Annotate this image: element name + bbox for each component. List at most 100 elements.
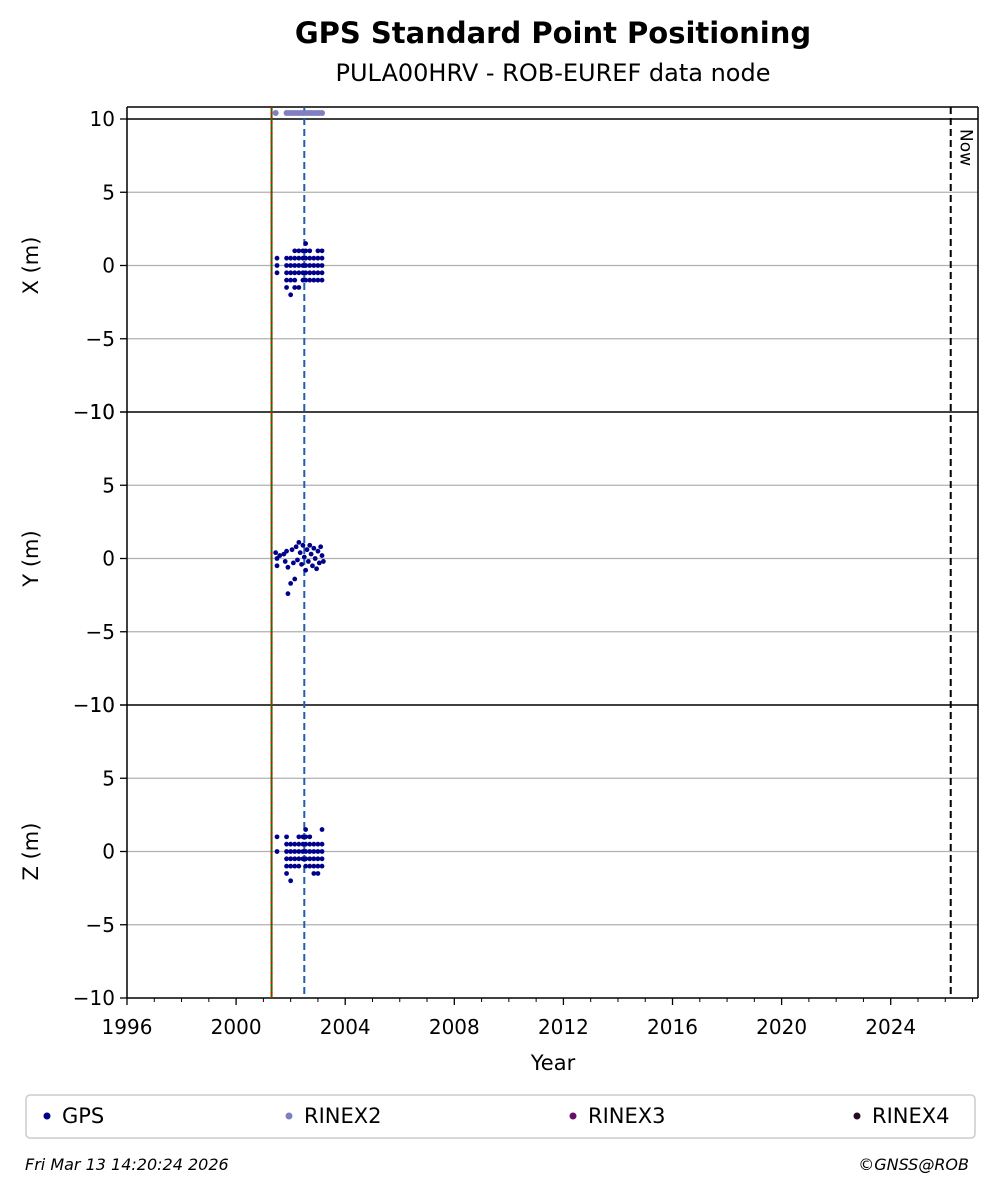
gps-point-x (315, 248, 321, 254)
y-tick-label-y: 0 (102, 547, 115, 571)
gps-point-x (288, 292, 294, 298)
gps-point-x (288, 277, 294, 283)
x-tick-label: 2016 (647, 1015, 698, 1039)
gps-point-x (303, 270, 309, 276)
gps-point-x (311, 277, 317, 283)
legend-marker-rinex4 (853, 1112, 861, 1120)
gps-point-z (315, 856, 321, 862)
gps-point-y (305, 559, 311, 564)
gps-point-z (292, 849, 298, 854)
gps-point-x (274, 255, 280, 261)
y-tick-label-y: 10 (90, 400, 115, 424)
chart-subtitle: PULA00HRV - ROB-EUREF data node (336, 59, 771, 87)
rinex2-point (272, 110, 279, 116)
gps-point-y (284, 548, 289, 554)
y-tick-label-x: 10 (90, 107, 115, 131)
gps-point-z (296, 856, 302, 862)
gps-point-z (284, 841, 289, 847)
gps-point-x (296, 285, 302, 290)
gps-point-y (303, 567, 309, 573)
y-tick-label-z: −10 (73, 986, 115, 1010)
gps-point-z (307, 834, 313, 840)
gps-point-x (292, 270, 298, 276)
x-tick-label: 2004 (320, 1015, 371, 1039)
gps-point-y (292, 576, 298, 582)
gps-point-z (311, 849, 317, 854)
gps-point-z (307, 856, 313, 862)
gps-point-y (314, 566, 319, 572)
gps-point-y (296, 539, 302, 545)
gps-point-x (296, 255, 302, 261)
gps-point-x (303, 248, 309, 254)
footer-timestamp: Fri Mar 13 14:20:24 2026 (25, 1155, 229, 1174)
gps-point-z (292, 841, 298, 847)
chart-title: GPS Standard Point Positioning (295, 16, 811, 50)
gps-point-y (290, 560, 296, 566)
gps-point-y (274, 563, 280, 569)
gps-point-z (303, 863, 309, 869)
gps-point-z (284, 871, 289, 876)
legend-label-gps: GPS (62, 1104, 104, 1128)
gps-point-x (292, 255, 298, 261)
gps-point-z (319, 827, 325, 832)
gps-point-x (284, 263, 289, 268)
y-axis-label-x: X (m) (19, 237, 43, 295)
plot-area: −10 −5 0 5 10 X (m) −10 −5 0 5 10 Y (m) −10 −5 0 5 10 Z (… (19, 106, 979, 1039)
gps-point-z (315, 863, 321, 869)
gps-point-y (308, 551, 314, 557)
gps-point-x (284, 255, 289, 261)
gps-point-z (288, 841, 294, 847)
legend-marker-gps (43, 1112, 51, 1120)
y-tick-label-x: 5 (102, 180, 115, 204)
gps-point-z (311, 856, 317, 862)
gps-point-y (307, 542, 313, 548)
gps-point-z (284, 863, 289, 869)
gps-point-y (299, 561, 304, 567)
gps-point-x (319, 270, 325, 276)
gps-point-z (319, 849, 325, 854)
gps-point-z (315, 849, 321, 854)
gps-point-y (312, 556, 318, 561)
legend-marker-rinex2 (285, 1112, 293, 1120)
gps-point-z (292, 863, 298, 869)
x-tick-label: 2008 (429, 1015, 480, 1039)
gps-point-z (315, 871, 321, 876)
gps-point-x (284, 277, 289, 283)
gps-point-z (284, 849, 289, 854)
gps-point-x (311, 270, 317, 276)
gps-point-y (293, 544, 299, 550)
gps-point-z (296, 863, 302, 869)
gps-point-y (282, 559, 288, 564)
gps-point-z (311, 871, 317, 876)
gps-point-x (303, 263, 309, 268)
gps-point-x (274, 270, 280, 276)
y-axis-label-z: Z (m) (19, 823, 43, 881)
y-tick-label-z: 0 (102, 840, 115, 864)
gps-point-z (288, 878, 294, 884)
y-tick-label-x: 0 (102, 254, 115, 278)
gps-point-x (292, 285, 298, 290)
gps-point-x (303, 241, 309, 246)
gps-point-y (315, 548, 321, 554)
gps-point-x (307, 248, 313, 254)
y-tick-label-y: −10 (73, 693, 115, 717)
gps-point-y (277, 553, 283, 558)
gps-point-x (315, 270, 321, 276)
gps-point-z (274, 849, 280, 854)
gps-point-z (307, 841, 313, 847)
gps-point-x (296, 270, 302, 276)
gps-point-x (284, 285, 289, 290)
gps-point-z (315, 841, 321, 847)
gps-point-x (292, 248, 298, 254)
gps-point-x (284, 270, 289, 276)
gps-point-z (311, 841, 317, 847)
now-label: Now (956, 129, 976, 166)
gps-point-x (315, 255, 321, 261)
x-tick-label: 1996 (102, 1015, 153, 1039)
gps-point-x (319, 255, 325, 261)
x-tick-label: 2012 (538, 1015, 589, 1039)
gps-point-x (288, 270, 294, 276)
gps-point-x (311, 263, 317, 268)
gps-point-x (296, 248, 302, 254)
gps-point-x (303, 255, 309, 261)
